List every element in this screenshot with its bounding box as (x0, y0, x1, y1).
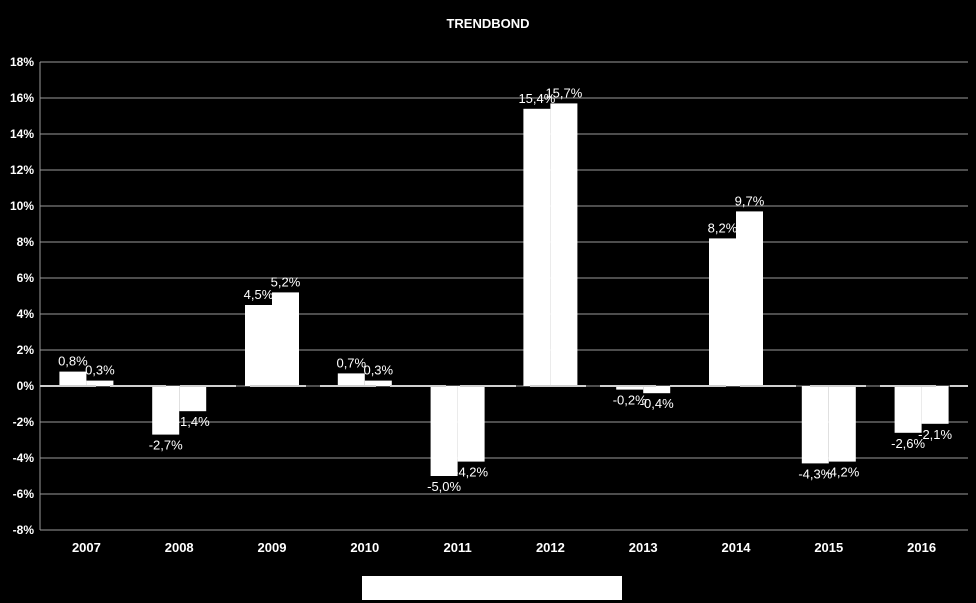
data-label: 0,7% (336, 355, 366, 370)
data-label: 5,2% (271, 274, 301, 289)
chart-title: TRENDBOND (446, 16, 530, 31)
x-tick-label: 2012 (536, 540, 565, 555)
data-label: -1,4% (176, 414, 210, 429)
bar (801, 386, 829, 464)
bar (709, 238, 736, 386)
data-label: -2,1% (918, 427, 952, 442)
y-tick-label: 10% (10, 199, 34, 213)
data-label: -0,2% (613, 393, 647, 408)
bar (152, 386, 180, 435)
data-label: -4,3% (798, 466, 832, 481)
bar (457, 386, 485, 462)
y-tick-label: 18% (10, 55, 34, 69)
x-tick-label: 2011 (443, 540, 471, 555)
data-label: 9,7% (735, 193, 765, 208)
x-tick-label: 2009 (258, 540, 287, 555)
bar (616, 386, 644, 390)
y-tick-label: 4% (17, 307, 35, 321)
data-label: 0,8% (58, 354, 88, 369)
data-label: 15,4% (518, 91, 555, 106)
x-tick-label: 2013 (629, 540, 658, 555)
y-tick-label: -4% (13, 451, 35, 465)
y-tick-label: 8% (17, 235, 35, 249)
x-tick-label: 2016 (907, 540, 936, 555)
bar (894, 386, 922, 433)
y-tick-label: 2% (17, 343, 35, 357)
bar (86, 380, 114, 386)
x-tick-label: 2007 (72, 540, 101, 555)
y-tick-label: 16% (10, 91, 34, 105)
bar (430, 386, 458, 476)
x-tick-label: 2015 (814, 540, 843, 555)
y-tick-label: -8% (13, 523, 35, 537)
data-label: 8,2% (708, 220, 738, 235)
y-tick-label: 14% (10, 127, 34, 141)
data-label: -2,7% (149, 438, 183, 453)
y-tick-label: 12% (10, 163, 34, 177)
x-tick-label: 2014 (722, 540, 752, 555)
y-tick-label: 0% (17, 379, 35, 393)
bar (921, 386, 949, 424)
bar (828, 386, 856, 462)
bar (245, 305, 272, 386)
bar (179, 386, 207, 412)
bar (59, 371, 87, 386)
x-tick-label: 2008 (165, 540, 194, 555)
bar (272, 292, 299, 386)
bar (523, 108, 551, 387)
y-tick-label: -6% (13, 487, 35, 501)
data-label: -0,4% (640, 396, 674, 411)
bar (364, 380, 392, 386)
data-label: 0,3% (85, 363, 115, 378)
y-tick-label: -2% (13, 415, 35, 429)
y-tick-label: 6% (17, 271, 35, 285)
data-label: -4,2% (825, 465, 859, 480)
bar (643, 386, 671, 394)
data-label: -2,6% (891, 436, 925, 451)
bar (337, 373, 365, 386)
data-label: 0,3% (363, 363, 393, 378)
data-label: -4,2% (454, 465, 488, 480)
data-label: 15,7% (545, 85, 582, 100)
bar (550, 103, 578, 387)
data-label: -5,0% (427, 479, 461, 494)
bar (736, 211, 763, 386)
data-label: 4,5% (244, 287, 274, 302)
x-tick-label: 2010 (350, 540, 379, 555)
legend (362, 576, 622, 600)
